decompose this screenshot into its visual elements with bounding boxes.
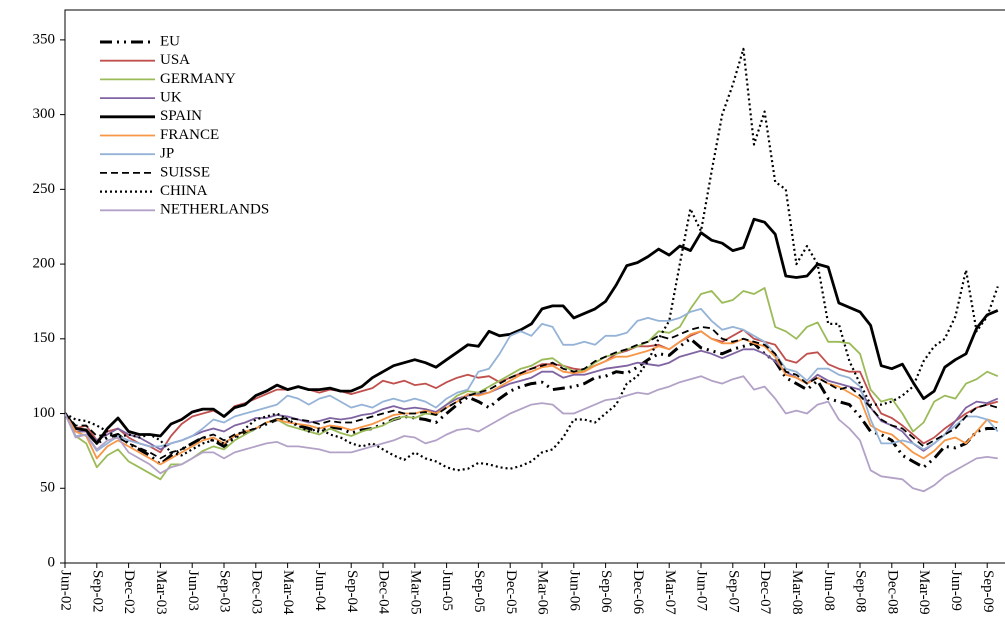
x-tick-label: Jun-04 <box>312 570 328 611</box>
x-tick-label: Mar-07 <box>662 570 678 615</box>
x-tick-label: Dec-03 <box>248 570 264 614</box>
y-tick-label: 0 <box>48 554 56 570</box>
x-tick-label: Jun-08 <box>821 570 837 611</box>
legend-label: NETHERLANDS <box>160 202 269 218</box>
x-tick-label: Mar-08 <box>789 570 805 615</box>
x-tick-label: Jun-05 <box>439 570 455 611</box>
series-line <box>63 337 998 469</box>
legend-label: FRANCE <box>160 127 219 143</box>
y-tick-label: 150 <box>33 330 56 346</box>
legend-label: EU <box>160 33 180 49</box>
x-tick-label: Dec-06 <box>630 570 646 615</box>
x-tick-label: Mar-05 <box>407 570 423 615</box>
y-tick-label: 100 <box>33 405 56 421</box>
series-line <box>64 47 999 472</box>
plot-frame <box>64 9 1005 564</box>
y-tick-label: 250 <box>33 181 56 197</box>
legend-label: CHINA <box>160 183 208 199</box>
y-tick-label: 300 <box>33 106 56 122</box>
x-tick-label: Dec-02 <box>121 570 137 614</box>
legend-label: GERMANY <box>160 71 236 87</box>
legend-label: USA <box>160 52 190 68</box>
x-tick-label: Dec-05 <box>503 570 519 614</box>
x-tick-label: Sep-04 <box>344 570 360 613</box>
x-tick-label: Mar-06 <box>535 570 551 615</box>
x-tick-label: Sep-08 <box>853 570 869 613</box>
series-group <box>63 47 999 493</box>
x-tick-label: Mar-04 <box>280 570 296 615</box>
x-tick-label: Sep-05 <box>471 570 487 613</box>
x-tick-label: Jun-06 <box>566 570 582 611</box>
x-tick-label: Sep-06 <box>598 570 614 613</box>
x-tick-label: Dec-07 <box>757 570 773 615</box>
legend-label: SUISSE <box>160 164 210 180</box>
x-tick-label: Dec-08 <box>884 570 900 614</box>
series-line <box>63 217 999 445</box>
x-tick-label: Jun-03 <box>185 570 201 611</box>
series-line <box>64 375 998 493</box>
y-tick-label: 200 <box>33 256 56 272</box>
legend-label: UK <box>160 90 182 106</box>
legend-label: JP <box>160 146 174 162</box>
legend: EU USA GERMANY UK SPAIN FRANCE JP SUISSE CHINA NE… <box>100 33 269 218</box>
legend-label: SPAIN <box>160 108 202 124</box>
x-tick-label: Sep-07 <box>725 570 741 613</box>
x-tick-label: Jun-02 <box>58 570 74 611</box>
series-line <box>64 328 999 454</box>
x-tick-label: Jun-07 <box>694 570 710 611</box>
x-tick-label: Jun-09 <box>948 570 964 611</box>
x-tick-label: Mar-09 <box>916 570 932 615</box>
x-tick-label: Sep-09 <box>980 570 996 612</box>
series-line <box>64 326 999 460</box>
x-tick-label: Sep-03 <box>217 570 233 613</box>
series-line <box>64 308 999 452</box>
y-tick-label: 350 <box>33 31 56 47</box>
x-tick-label: Dec-04 <box>376 570 392 615</box>
x-tick-label: Sep-02 <box>89 570 105 613</box>
x-tick-label: Mar-03 <box>153 570 169 615</box>
series-line <box>64 287 999 481</box>
y-tick-label: 50 <box>40 480 55 496</box>
series-line <box>64 348 999 452</box>
